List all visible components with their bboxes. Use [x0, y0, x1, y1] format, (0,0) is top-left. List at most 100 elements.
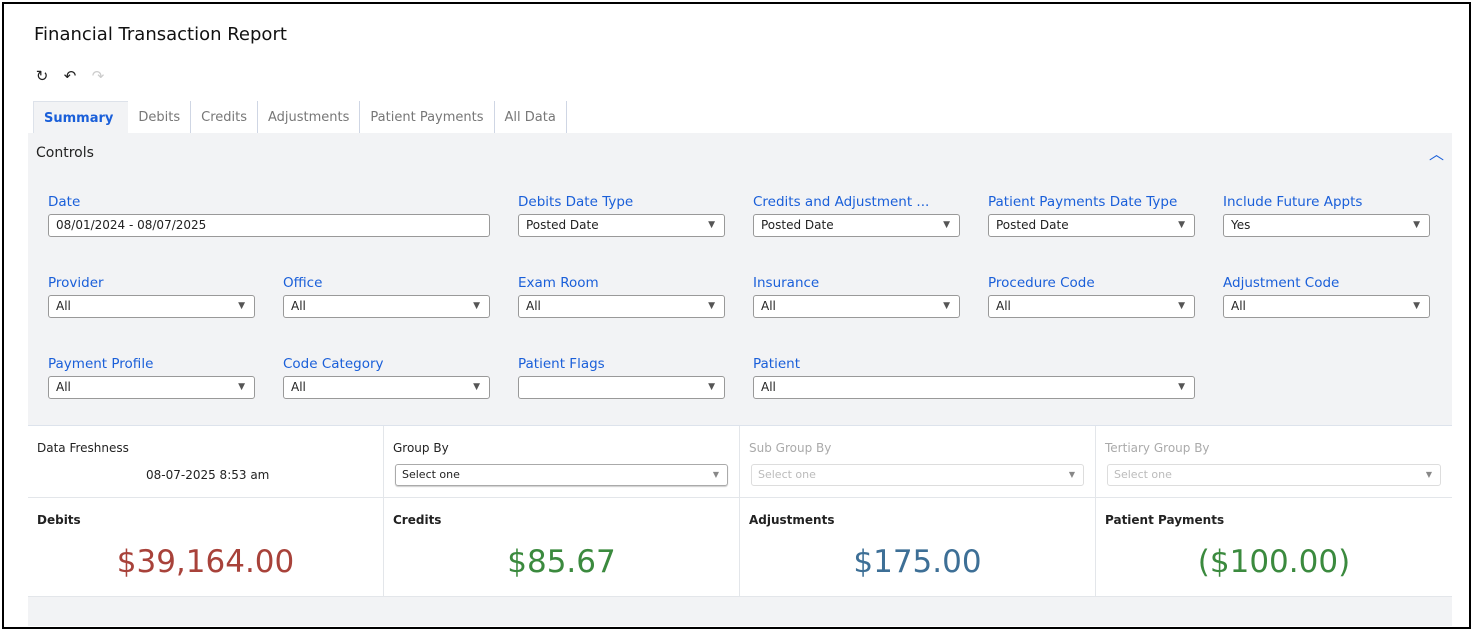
field-value: All — [1231, 299, 1246, 313]
dropdown-arrow-icon: ▼ — [1178, 382, 1185, 392]
field-credits-and-adjustment: Credits and Adjustment ... Posted Date ▼ — [753, 195, 960, 237]
dropdown-arrow-icon: ▼ — [473, 301, 480, 311]
group-by-label: Group By — [393, 441, 449, 455]
dropdown-arrow-icon: ▼ — [943, 220, 950, 230]
code-category-select[interactable]: All ▼ — [283, 376, 490, 399]
field-label: Provider — [48, 276, 104, 291]
chevron-up-icon[interactable]: ︿ — [1428, 145, 1444, 163]
kpi-credits: Credits $85.67 — [384, 498, 740, 597]
kpi-label: Patient Payments — [1105, 513, 1225, 527]
field-label: Credits and Adjustment ... — [753, 195, 930, 210]
credits-and-adjustment-select[interactable]: Posted Date ▼ — [753, 214, 960, 237]
procedure-code-select[interactable]: All ▼ — [988, 295, 1195, 318]
field-value: All — [291, 380, 306, 394]
field-value: All — [56, 299, 71, 313]
kpi-patient-payments: Patient Payments ($100.00) — [1096, 498, 1452, 597]
patient-flags-select[interactable]: ▼ — [518, 376, 725, 399]
tab-patient-payments[interactable]: Patient Payments — [360, 101, 495, 133]
sub-group-by-select[interactable]: Select one ▼ — [751, 464, 1084, 486]
field-provider: Provider All ▼ — [48, 276, 255, 318]
field-value: All — [996, 299, 1011, 313]
tertiary-group-by-value: Select one — [1114, 468, 1172, 481]
field-value: All — [761, 299, 776, 313]
tab-all-data[interactable]: All Data — [495, 101, 567, 133]
include-future-appts-select[interactable]: Yes ▼ — [1223, 214, 1430, 237]
field-value: All — [526, 299, 541, 313]
kpi-label: Credits — [393, 513, 442, 527]
field-date: Date 08/01/2024 - 08/07/2025 — [48, 195, 490, 237]
field-label: Patient Payments Date Type — [988, 195, 1178, 210]
adjustment-code-select[interactable]: All ▼ — [1223, 295, 1430, 318]
patient-select[interactable]: All ▼ — [753, 376, 1195, 399]
refresh-icon[interactable]: ↻ — [35, 67, 49, 85]
insurance-select[interactable]: All ▼ — [753, 295, 960, 318]
data-freshness: Data Freshness 08-07-2025 8:53 am — [28, 426, 384, 498]
tertiary-group-by-select[interactable]: Select one ▼ — [1107, 464, 1441, 486]
kpi-debits: Debits $39,164.00 — [28, 498, 384, 597]
field-label: Exam Room — [518, 276, 599, 291]
field-patient-payments-date-type: Patient Payments Date Type Posted Date ▼ — [988, 195, 1195, 237]
field-code-category: Code Category All ▼ — [283, 357, 490, 399]
controls-panel: Controls ︿ Date 08/01/2024 - 08/07/2025 De… — [28, 133, 1452, 426]
field-label: Patient Flags — [518, 357, 605, 372]
tab-summary[interactable]: Summary — [33, 101, 129, 133]
provider-select[interactable]: All ▼ — [48, 295, 255, 318]
kpi-value: $39,164.00 — [116, 544, 295, 580]
field-label: Patient — [753, 357, 801, 372]
field-value: All — [761, 380, 776, 394]
field-value: Posted Date — [761, 218, 834, 232]
sub-group-by-value: Select one — [758, 468, 816, 481]
field-exam-room: Exam Room All ▼ — [518, 276, 725, 318]
field-value: All — [56, 380, 71, 394]
field-adjustment-code: Adjustment Code All ▼ — [1223, 276, 1430, 318]
office-select[interactable]: All ▼ — [283, 295, 490, 318]
dropdown-arrow-icon: ▼ — [708, 382, 715, 392]
dropdown-arrow-icon: ▼ — [1178, 220, 1185, 230]
group-by-select[interactable]: Select one ▼ — [395, 464, 728, 486]
dropdown-arrow-icon: ▼ — [1068, 470, 1075, 479]
tab-credits[interactable]: Credits — [191, 101, 258, 133]
field-label: Debits Date Type — [518, 195, 634, 210]
tab-adjustments[interactable]: Adjustments — [258, 101, 361, 133]
data-freshness-label: Data Freshness — [37, 441, 129, 455]
field-patient: Patient All ▼ — [753, 357, 1195, 399]
redo-icon[interactable]: ↷ — [91, 67, 105, 85]
summary-section: Data Freshness 08-07-2025 8:53 am Group … — [28, 426, 1452, 597]
dropdown-arrow-icon: ▼ — [1178, 301, 1185, 311]
dropdown-arrow-icon: ▼ — [1413, 301, 1420, 311]
field-office: Office All ▼ — [283, 276, 490, 318]
field-label: Adjustment Code — [1223, 276, 1340, 291]
debits-date-type-select[interactable]: Posted Date ▼ — [518, 214, 725, 237]
field-label: Procedure Code — [988, 276, 1095, 291]
tertiary-group-by-label: Tertiary Group By — [1105, 441, 1210, 455]
field-value: Posted Date — [996, 218, 1069, 232]
sub-group-by: Sub Group By Select one ▼ — [740, 426, 1096, 498]
field-label: Include Future Appts — [1223, 195, 1363, 210]
field-include-future-appts: Include Future Appts Yes ▼ — [1223, 195, 1430, 237]
dropdown-arrow-icon: ▼ — [1425, 470, 1432, 479]
field-patient-flags: Patient Flags ▼ — [518, 357, 725, 399]
field-debits-date-type: Debits Date Type Posted Date ▼ — [518, 195, 725, 237]
kpi-label: Debits — [37, 513, 81, 527]
date-range-input[interactable]: 08/01/2024 - 08/07/2025 — [48, 214, 490, 237]
group-by-value: Select one — [402, 468, 460, 481]
field-procedure-code: Procedure Code All ▼ — [988, 276, 1195, 318]
field-payment-profile: Payment Profile All ▼ — [48, 357, 255, 399]
dropdown-arrow-icon: ▼ — [712, 470, 719, 479]
patient-payments-date-type-select[interactable]: Posted Date ▼ — [988, 214, 1195, 237]
kpi-value: $175.00 — [853, 544, 982, 580]
kpi-adjustments: Adjustments $175.00 — [740, 498, 1096, 597]
payment-profile-select[interactable]: All ▼ — [48, 376, 255, 399]
field-label: Date — [48, 195, 81, 210]
tab-debits[interactable]: Debits — [128, 101, 192, 133]
kpi-value: ($100.00) — [1197, 544, 1351, 580]
footer-area — [28, 597, 1452, 626]
field-label: Insurance — [753, 276, 820, 291]
field-value: All — [291, 299, 306, 313]
controls-grid: Date 08/01/2024 - 08/07/2025 Debits Date T… — [48, 195, 1430, 399]
field-insurance: Insurance All ▼ — [753, 276, 960, 318]
undo-icon[interactable]: ↶ — [63, 67, 77, 85]
exam-room-select[interactable]: All ▼ — [518, 295, 725, 318]
page-title: Financial Transaction Report — [34, 24, 287, 45]
